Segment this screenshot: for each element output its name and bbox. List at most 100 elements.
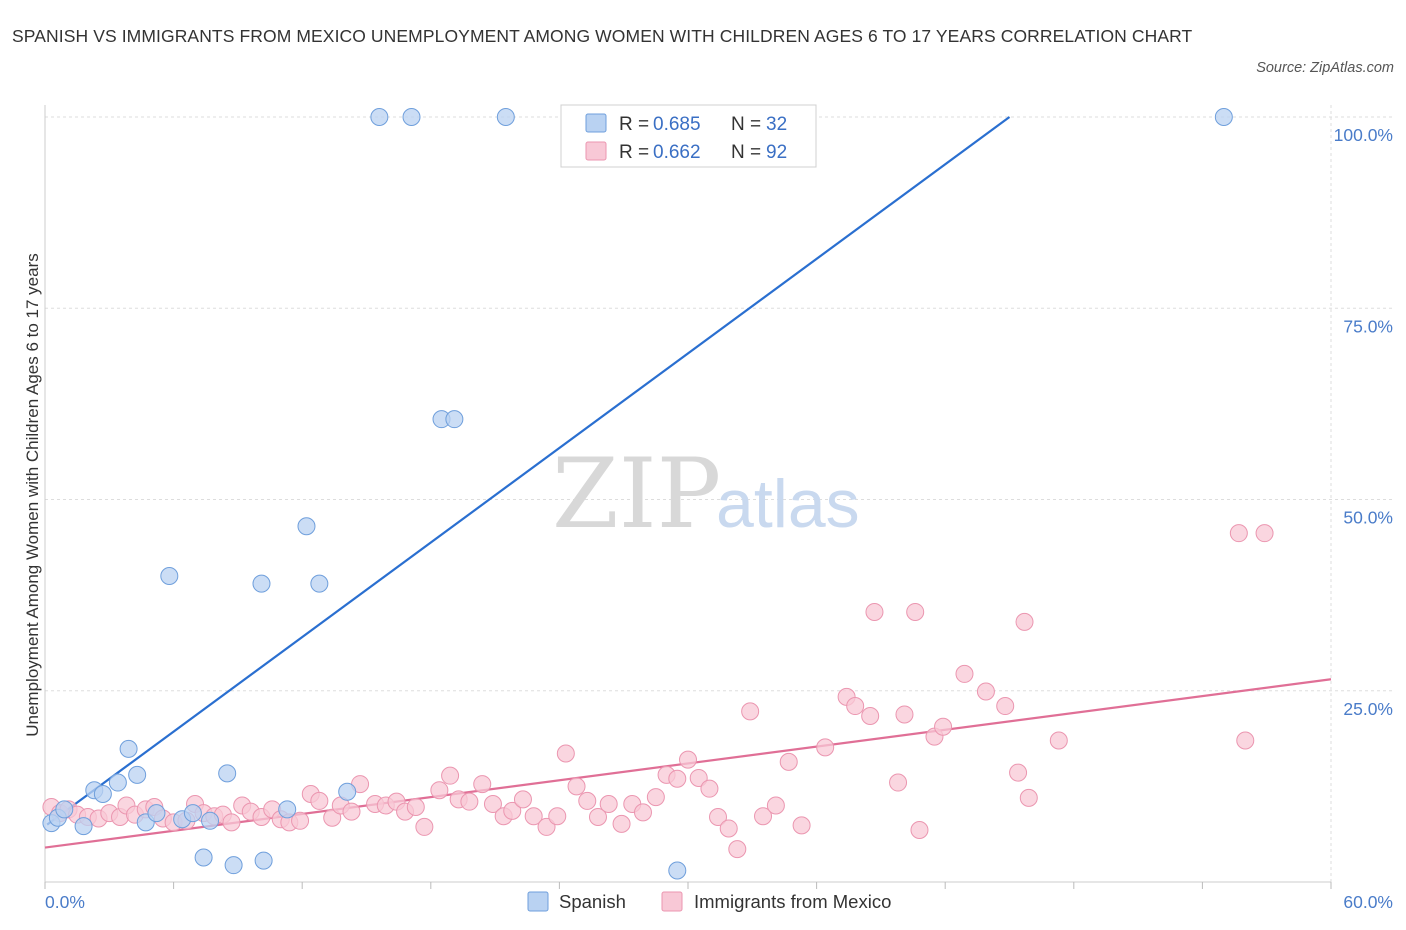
point-mexico <box>906 602 925 621</box>
point-mexico <box>310 791 329 810</box>
point-spanish <box>224 856 243 875</box>
bottom-legend-swatch-spanish <box>527 891 549 912</box>
tick-labels: 100.0% 75.0% 50.0% 25.0% 0.0% 60.0% <box>45 125 1393 912</box>
point-mexico <box>861 706 880 725</box>
point-mexico <box>537 817 556 836</box>
point-mexico <box>1236 731 1255 750</box>
point-spanish <box>119 739 138 758</box>
y-tick-label: 75.0% <box>1343 316 1393 336</box>
point-spanish <box>310 574 329 593</box>
point-mexico <box>741 702 760 721</box>
point-mexico <box>889 773 908 792</box>
point-mexico <box>1049 731 1068 750</box>
point-mexico <box>503 801 522 820</box>
point-spanish <box>128 765 147 784</box>
point-mexico <box>934 717 953 736</box>
point-spanish <box>338 782 357 801</box>
point-spanish <box>402 108 421 126</box>
x-tick-label: 0.0% <box>45 892 85 912</box>
point-spanish <box>370 108 389 126</box>
watermark: ZIP atlas <box>552 438 860 550</box>
bottom-legend-label-spanish: Spanish <box>559 891 626 912</box>
chart-title: SPANISH VS IMMIGRANTS FROM MEXICO UNEMPL… <box>12 26 1193 46</box>
point-mexico <box>668 769 687 788</box>
y-tick-label: 100.0% <box>1334 125 1393 145</box>
point-mexico <box>976 682 995 701</box>
legend-r-value-mexico: 0.662 <box>653 142 701 163</box>
point-spanish <box>254 851 273 870</box>
point-mexico <box>291 811 310 830</box>
point-mexico <box>1255 524 1274 543</box>
point-mexico <box>646 788 665 807</box>
legend-r-label-spanish: R = <box>619 114 649 135</box>
point-mexico <box>430 781 449 800</box>
point-mexico <box>323 808 342 827</box>
point-mexico <box>679 750 697 769</box>
point-spanish <box>55 800 74 819</box>
point-mexico <box>599 794 618 813</box>
point-spanish <box>218 764 237 783</box>
point-spanish <box>183 804 202 823</box>
point-spanish <box>496 108 515 126</box>
point-spanish <box>147 804 166 823</box>
point-mexico <box>754 807 773 826</box>
point-mexico <box>689 768 708 787</box>
point-spanish <box>194 848 213 867</box>
bottom-legend-label-mexico: Immigrants from Mexico <box>694 891 891 912</box>
point-mexico <box>766 796 785 815</box>
legend-r-value-spanish: 0.685 <box>653 114 701 135</box>
point-mexico <box>728 840 747 859</box>
point-mexico <box>406 798 425 817</box>
point-spanish <box>668 861 687 880</box>
point-mexico <box>588 807 607 826</box>
point-mexico <box>1015 612 1034 631</box>
point-mexico <box>895 705 914 724</box>
point-mexico <box>1229 524 1248 543</box>
y-axis-label: Unemployment Among Women with Children A… <box>23 253 42 737</box>
point-mexico <box>578 791 597 810</box>
point-spanish <box>201 811 220 830</box>
point-mexico <box>513 790 532 809</box>
point-mexico <box>441 766 460 785</box>
point-mexico <box>846 697 865 716</box>
point-mexico <box>556 744 575 763</box>
point-spanish <box>252 574 271 593</box>
y-tick-label: 25.0% <box>1343 699 1393 719</box>
point-mexico <box>473 775 492 794</box>
bottom-legend-swatch-mexico <box>661 891 683 912</box>
data-points <box>42 108 1274 880</box>
point-mexico <box>816 738 835 757</box>
point-spanish <box>93 785 112 804</box>
point-mexico <box>996 697 1015 716</box>
point-mexico <box>865 602 884 621</box>
point-spanish <box>278 800 297 819</box>
legend-n-label-spanish: N = <box>731 114 761 135</box>
point-mexico <box>222 813 241 832</box>
legend-n-value-spanish: 32 <box>766 114 787 135</box>
legend-n-value-mexico: 92 <box>766 142 787 163</box>
watermark-atlas: atlas <box>716 466 860 542</box>
point-mexico <box>483 794 502 813</box>
point-mexico <box>1009 763 1028 782</box>
point-mexico <box>567 777 586 796</box>
point-mexico <box>342 802 361 821</box>
legend-r-label-mexico: R = <box>619 142 649 163</box>
point-spanish <box>108 773 127 792</box>
legend: R = 0.685 N = 32 R = 0.662 N = 92 <box>560 104 817 168</box>
legend-n-label-mexico: N = <box>731 142 761 163</box>
point-mexico <box>612 814 631 833</box>
watermark-zip: ZIP <box>552 438 721 550</box>
point-mexico <box>709 807 728 826</box>
legend-swatch-spanish <box>585 113 607 133</box>
trend-line-spanish <box>46 116 1011 826</box>
point-mexico <box>719 819 738 838</box>
point-spanish <box>1214 108 1233 126</box>
point-mexico <box>1019 788 1038 807</box>
point-mexico <box>524 807 543 826</box>
point-mexico <box>700 779 719 798</box>
y-tick-label: 50.0% <box>1343 508 1393 528</box>
point-spanish <box>445 410 464 429</box>
point-spanish <box>74 817 93 836</box>
point-mexico <box>633 803 652 822</box>
